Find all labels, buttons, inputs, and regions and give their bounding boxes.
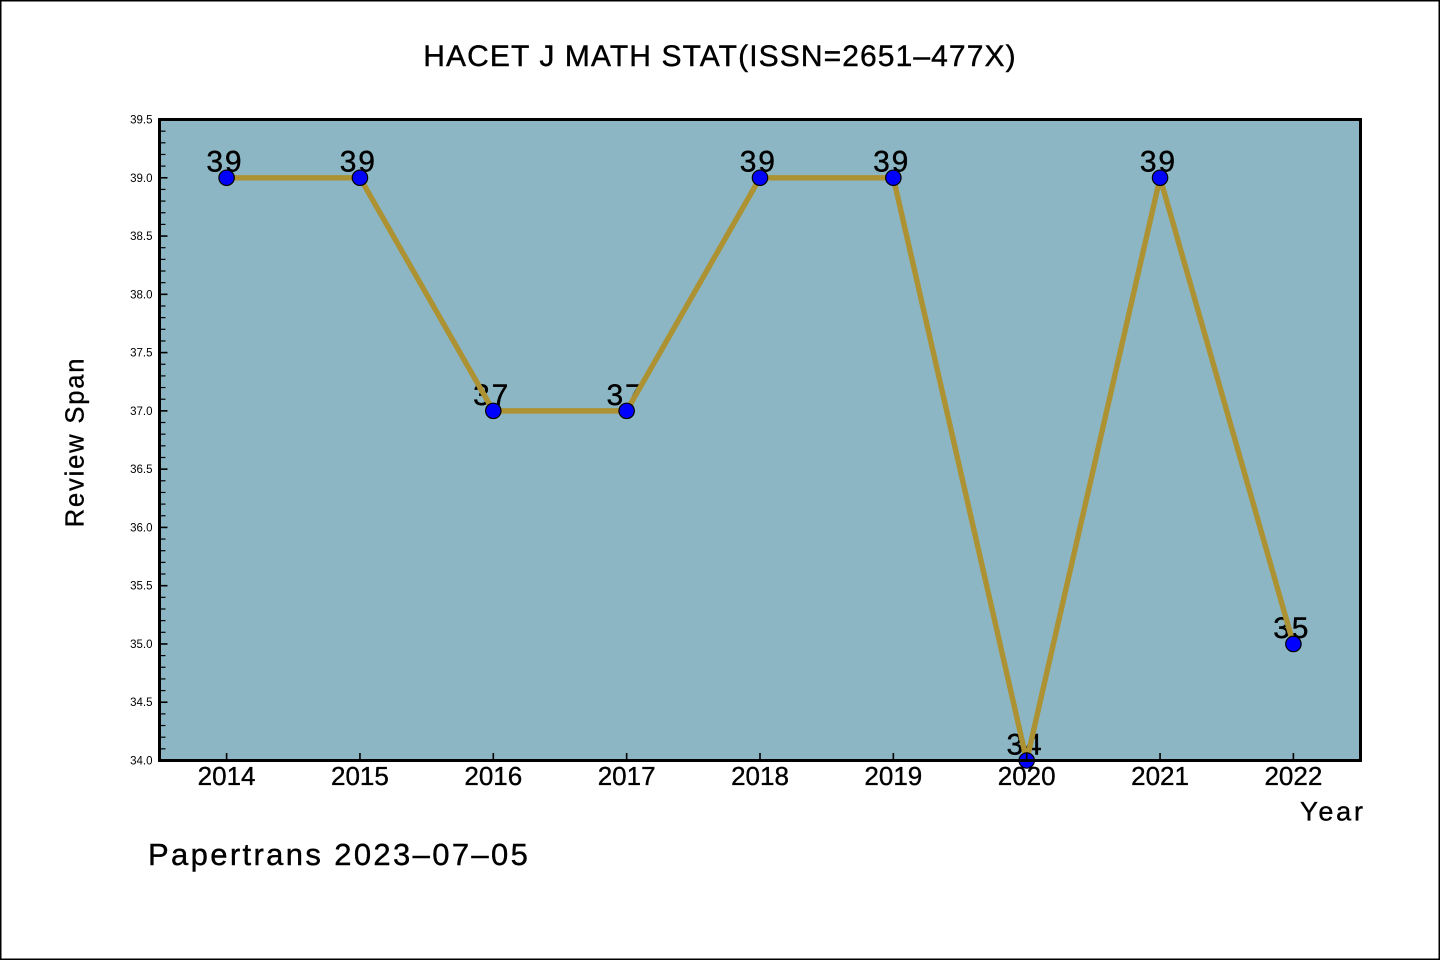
svg-text:39.5: 39.5 <box>130 115 152 127</box>
svg-text:37.5: 37.5 <box>130 348 152 360</box>
svg-text:35.0: 35.0 <box>130 639 152 651</box>
svg-text:35.5: 35.5 <box>130 581 152 593</box>
svg-text:2014: 2014 <box>198 761 256 791</box>
svg-text:36.5: 36.5 <box>130 464 152 476</box>
svg-text:2021: 2021 <box>1131 761 1189 791</box>
svg-text:2016: 2016 <box>464 761 522 791</box>
svg-text:Papertrans 2023–07–05: Papertrans 2023–07–05 <box>148 837 530 872</box>
svg-text:39.0: 39.0 <box>130 173 152 185</box>
svg-text:39: 39 <box>206 146 243 179</box>
svg-text:2017: 2017 <box>598 761 656 791</box>
svg-text:2022: 2022 <box>1264 761 1322 791</box>
svg-text:Year: Year <box>1300 796 1366 826</box>
svg-text:2015: 2015 <box>331 761 389 791</box>
svg-text:38.0: 38.0 <box>130 289 152 301</box>
svg-text:HACET J MATH STAT(ISSN=2651–47: HACET J MATH STAT(ISSN=2651–477X) <box>423 40 1016 73</box>
svg-text:34.0: 34.0 <box>130 756 152 768</box>
svg-text:2018: 2018 <box>731 761 789 791</box>
svg-text:38.5: 38.5 <box>130 231 152 243</box>
svg-text:34.5: 34.5 <box>130 697 152 709</box>
svg-text:37.0: 37.0 <box>130 406 152 418</box>
svg-text:Review Span: Review Span <box>62 357 90 528</box>
svg-text:2019: 2019 <box>864 761 922 791</box>
svg-text:36.0: 36.0 <box>130 522 152 534</box>
